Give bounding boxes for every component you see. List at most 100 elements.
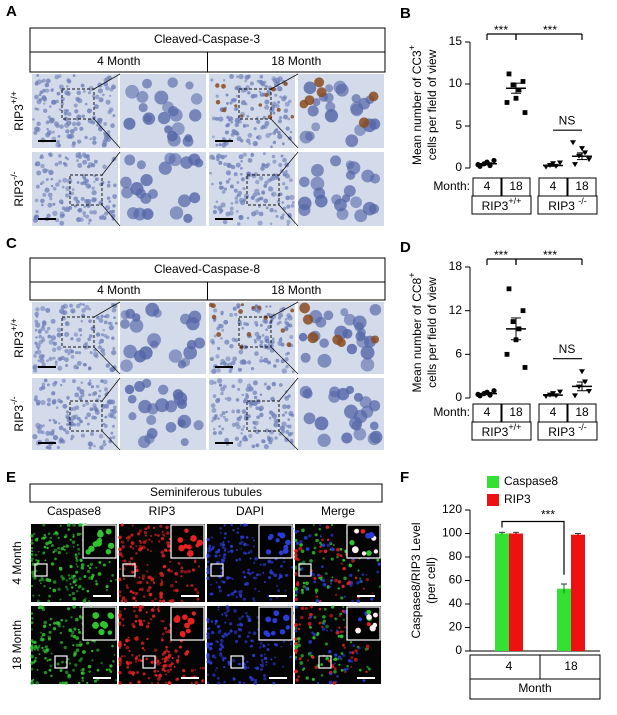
cell-nucleus: [85, 345, 90, 349]
cell-nucleus: [157, 111, 171, 125]
cell-nucleus: [43, 102, 46, 105]
group-box: [537, 421, 598, 441]
cell-nucleus: [141, 378, 152, 388]
signal: [40, 635, 43, 639]
cell-nucleus: [52, 418, 56, 422]
cell-nucleus: [79, 389, 85, 395]
signal: [78, 630, 82, 634]
y-axis-label: (per cell): [424, 557, 438, 604]
signal: [229, 629, 233, 633]
signal: [31, 628, 33, 631]
micrograph: [32, 378, 118, 450]
signal: [366, 622, 371, 627]
cell-nucleus: [236, 181, 240, 184]
cell-nucleus: [70, 437, 73, 441]
signal: [351, 660, 354, 663]
cell-nucleus: [235, 210, 239, 213]
cell-nucleus: [169, 206, 184, 220]
signal: [130, 541, 135, 545]
cell-nucleus: [125, 84, 139, 99]
signal: [314, 533, 318, 537]
cell-nucleus: [66, 423, 69, 426]
cell-nucleus: [268, 416, 272, 420]
signal: [160, 550, 165, 554]
cell-nucleus: [278, 162, 283, 168]
cell-nucleus: [66, 120, 72, 126]
signal: [207, 681, 209, 684]
cell-nucleus: [211, 407, 217, 413]
cell-nucleus: [120, 359, 133, 373]
cell-nucleus: [350, 101, 364, 116]
x-tick-label: 18: [575, 179, 589, 193]
signal: [338, 663, 341, 666]
signal: [223, 612, 227, 615]
signal: [262, 562, 267, 567]
signal: [30, 585, 34, 588]
cell-nucleus: [274, 173, 280, 179]
signal: [209, 647, 213, 650]
signal: [206, 537, 210, 542]
row-label: 4 Month: [10, 541, 24, 584]
cell-nucleus: [284, 437, 290, 443]
cell-nucleus: [353, 409, 368, 424]
signal: [84, 597, 87, 600]
signal: [267, 643, 270, 646]
signal: [340, 596, 344, 600]
signal: [233, 630, 238, 635]
cell-nucleus: [260, 439, 266, 444]
group-label-sup: +/+: [508, 196, 521, 206]
cell-nucleus: [256, 136, 260, 140]
cell-nucleus: [264, 180, 269, 185]
stained-cell: [209, 302, 214, 308]
cell-nucleus: [234, 436, 240, 441]
signal: [134, 637, 139, 641]
signal: [372, 622, 378, 628]
cell-nucleus: [98, 215, 104, 220]
signal: [31, 641, 35, 644]
cell-nucleus: [58, 422, 61, 425]
cell-nucleus: [88, 379, 92, 382]
signal: [182, 669, 186, 673]
cell-nucleus: [185, 81, 194, 90]
signal: [136, 532, 141, 536]
signal: [38, 579, 42, 582]
signal: [167, 659, 170, 662]
cell-nucleus: [217, 323, 222, 328]
cell-nucleus: [38, 424, 43, 430]
cell-nucleus: [167, 105, 179, 117]
signal: [175, 588, 179, 593]
cell-nucleus: [253, 93, 258, 98]
signal: [333, 669, 337, 674]
signal: [167, 541, 171, 544]
cell-nucleus: [46, 397, 52, 403]
signal: [164, 548, 168, 552]
signal: [244, 640, 248, 644]
signal: [46, 546, 49, 550]
signal: [166, 669, 171, 673]
cell-nucleus: [88, 91, 92, 95]
inset-box: [246, 400, 280, 432]
signal: [187, 617, 195, 625]
signal: [118, 658, 122, 661]
cell-nucleus: [94, 354, 99, 359]
signal: [196, 597, 200, 601]
signal: [214, 554, 218, 558]
cell-nucleus: [111, 336, 115, 340]
signal: [206, 655, 210, 659]
signal: [225, 605, 230, 609]
group-label-base: RIP3: [548, 199, 578, 213]
signal: [222, 580, 226, 584]
cell-nucleus: [271, 192, 274, 196]
cell-nucleus: [355, 331, 366, 342]
cell-nucleus: [88, 307, 91, 311]
signal: [247, 618, 252, 623]
cell-nucleus: [254, 188, 260, 194]
cell-nucleus: [97, 394, 102, 398]
signal: [160, 578, 163, 581]
signal: [58, 681, 62, 685]
cell-nucleus: [273, 422, 279, 428]
cell-nucleus: [284, 186, 289, 190]
signal: [118, 547, 122, 552]
cell-nucleus: [101, 93, 105, 97]
cell-nucleus: [224, 397, 228, 400]
